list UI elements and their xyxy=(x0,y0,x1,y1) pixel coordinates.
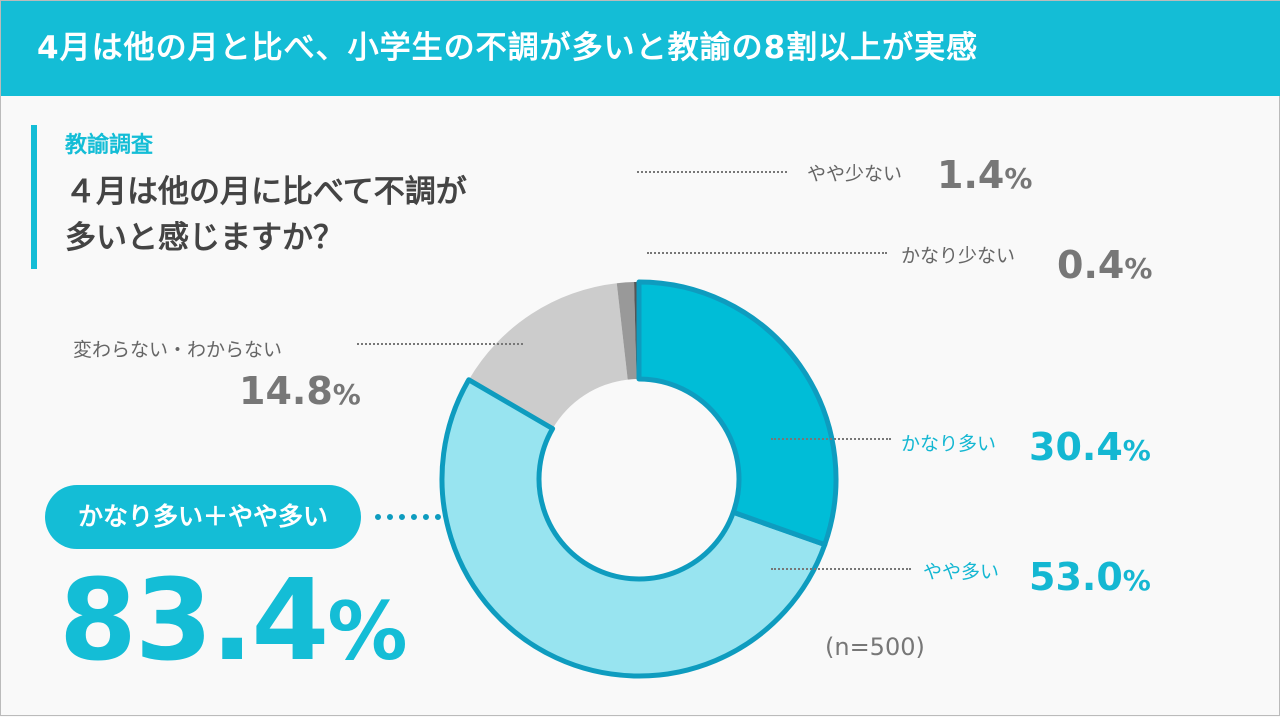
survey-question: ４月は他の月に比べて不調が 多いと感じますか？ xyxy=(65,169,467,261)
value-kanari-ooi: 30.4% xyxy=(1029,425,1151,469)
leader-line xyxy=(771,438,891,440)
label-kanari-sukunai: かなり少ない xyxy=(901,245,1016,267)
accent-bar xyxy=(31,125,37,269)
value-yaya-sukunai: 1.4% xyxy=(937,153,1033,197)
donut-slice-0 xyxy=(636,279,839,548)
leader-line xyxy=(637,171,787,173)
leader-line xyxy=(771,568,911,570)
summary-leader xyxy=(375,514,441,520)
question-line-1: ４月は他の月に比べて不調が xyxy=(65,174,467,210)
label-yaya-ooi: やや多い xyxy=(923,561,1000,583)
leader-line xyxy=(647,252,887,254)
leader-line xyxy=(357,343,523,345)
question-line-2: 多いと感じますか？ xyxy=(65,220,344,256)
value-yaya-ooi: 53.0% xyxy=(1029,555,1151,599)
label-yaya-sukunai: やや少ない xyxy=(807,163,903,185)
summary-label: かなり多い＋やや多い xyxy=(45,485,361,549)
survey-label: 教諭調査 xyxy=(65,133,154,158)
donut-slice-1 xyxy=(439,377,828,679)
label-kawaranai: 変わらない・わからない xyxy=(73,339,283,361)
value-kanari-sukunai: 0.4% xyxy=(1057,243,1153,287)
page-title: 4月は他の月と比べ、小学生の不調が多いと教諭の8割以上が実感 xyxy=(1,1,1280,96)
label-kanari-ooi: かなり多い xyxy=(901,433,997,455)
value-kawaranai: 14.8% xyxy=(239,369,361,413)
sample-size: (n=500) xyxy=(825,633,925,661)
summary-value: 83.4% xyxy=(59,556,408,686)
donut-slice-2 xyxy=(468,283,628,429)
donut-slice-3 xyxy=(616,282,637,380)
